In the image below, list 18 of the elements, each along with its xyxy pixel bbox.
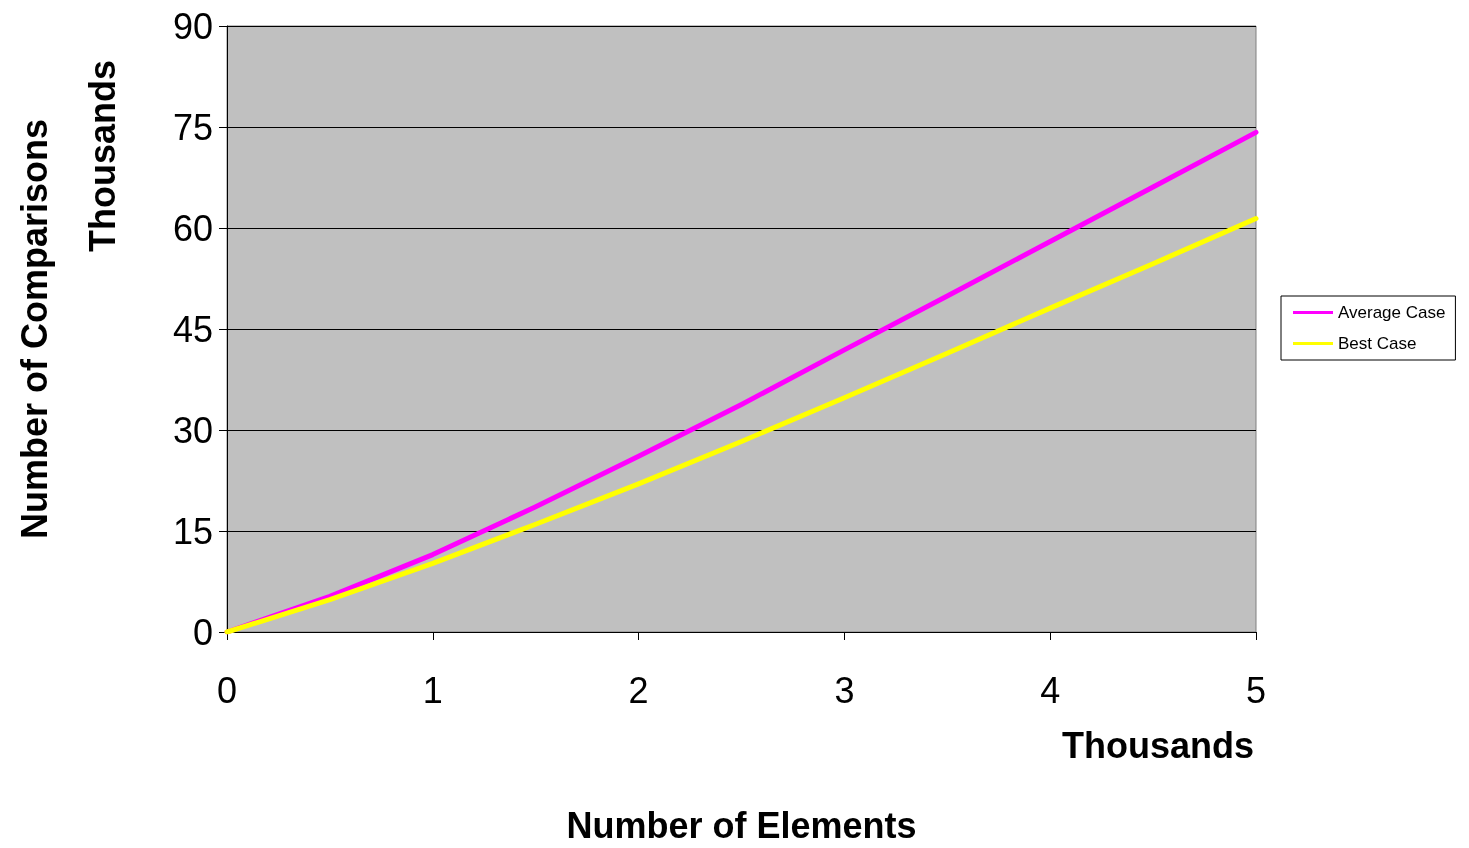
y-tick-label: 60	[172, 207, 213, 249]
y-tick-label: 75	[172, 106, 213, 148]
y-tick-label: 90	[172, 5, 213, 47]
x-tick-label: 4	[1040, 669, 1061, 711]
y-tick-label: 45	[172, 308, 213, 350]
x-axis-title: Number of Elements	[566, 804, 917, 846]
x-tick-label: 5	[1245, 669, 1267, 711]
y-axis-title: Number of Comparisons	[13, 118, 55, 540]
y-tick-label: 15	[172, 510, 213, 552]
text: Thousands	[1061, 725, 1254, 767]
x-tick-label: 1	[422, 669, 443, 711]
x-tick-label: 2	[628, 669, 649, 711]
y-tick-label: 0	[192, 611, 213, 653]
x-tick-label: 3	[834, 669, 855, 711]
legend-label: Average Case	[1338, 303, 1446, 322]
legend-label: Best Case	[1338, 334, 1417, 353]
text: Thousands	[82, 59, 124, 252]
y-tick-label: 30	[172, 409, 213, 451]
